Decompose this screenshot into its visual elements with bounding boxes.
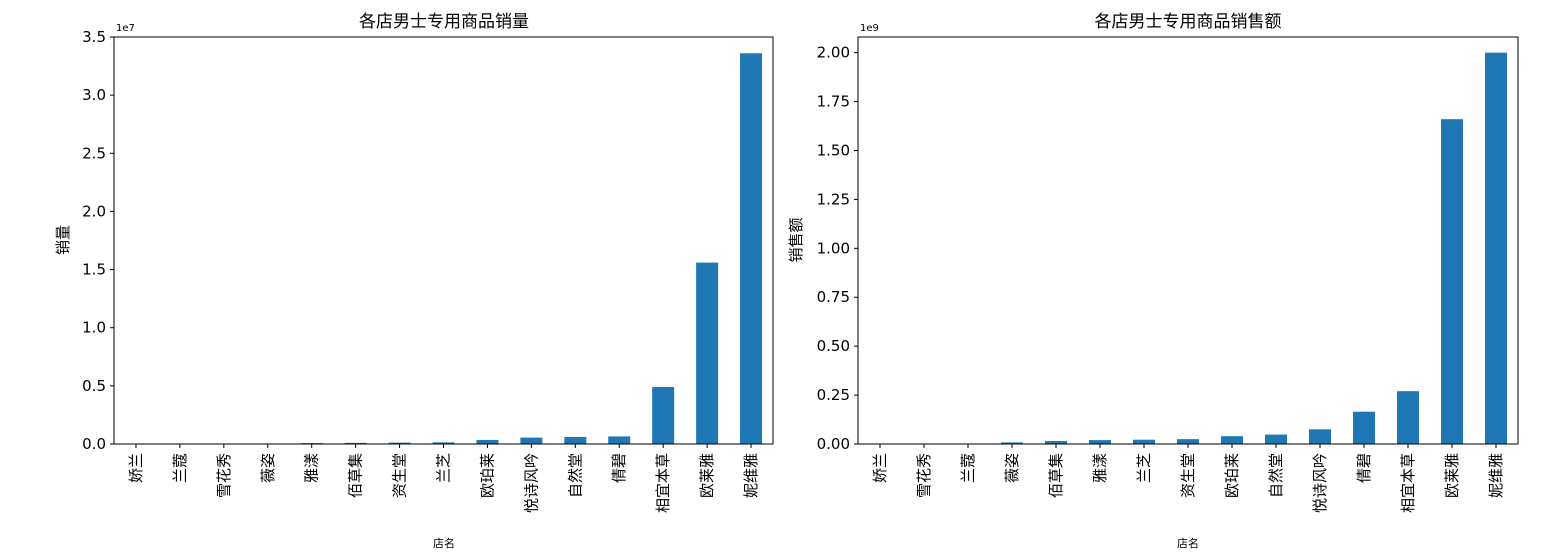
chart2-xlabel: 店名: [1177, 536, 1199, 550]
chart2-bar: [1001, 442, 1023, 444]
chart1-xtick-label: 自然堂: [566, 453, 584, 498]
chart1-ytick-label: 0.0: [82, 435, 106, 453]
chart1-xtick-label: 佰草集: [347, 453, 365, 498]
chart2-bar: [1485, 52, 1507, 445]
chart2-bar: [1221, 436, 1243, 444]
chart2-bar: [1177, 439, 1199, 444]
chart2-title: 各店男士专用商品销售额: [1095, 12, 1282, 32]
chart1-exponent-label: 1e7: [116, 23, 135, 34]
chart1-xtick-label: 雪花秀: [215, 453, 233, 498]
chart1-xlabel: 店名: [433, 536, 455, 550]
chart2-bar: [1089, 440, 1111, 444]
chart2-ytick-label: 1.25: [817, 190, 850, 208]
chart2-xtick-label: 自然堂: [1267, 453, 1285, 498]
chart2-xtick-label: 娇兰: [871, 453, 889, 483]
chart2-xtick-label: 倩碧: [1355, 453, 1373, 483]
chart2-ytick-label: 1.50: [817, 141, 850, 159]
chart2-xtick-label: 薇姿: [1003, 453, 1021, 483]
chart2-xtick-label: 雅漾: [1091, 453, 1109, 483]
chart1-ytick-label: 1.0: [82, 319, 106, 337]
chart2-ytick-label: 0.25: [817, 386, 850, 404]
chart2-xtick-label: 资生堂: [1179, 453, 1197, 498]
chart2-ytick-label: 0.00: [817, 435, 850, 453]
chart2-ytick-label: 0.75: [817, 288, 850, 306]
chart2-xtick-label: 相宜本草: [1399, 453, 1417, 513]
chart1-ytick-label: 1.5: [82, 261, 106, 279]
chart2-ytick-label: 1.00: [817, 239, 850, 257]
chart1-bar: [432, 442, 455, 444]
chart2-bar: [1045, 441, 1067, 444]
chart1-bar: [476, 439, 499, 444]
chart1-xtick-label: 薇姿: [259, 453, 277, 483]
chart1-bar: [696, 262, 719, 444]
chart1-ytick-label: 2.0: [82, 202, 106, 220]
chart1-bar: [740, 53, 763, 444]
chart1-xtick-label: 欧珀莱: [478, 453, 496, 498]
chart2-xtick-label: 妮维雅: [1487, 453, 1505, 498]
chart1-xtick-label: 兰蔻: [171, 453, 189, 483]
chart1-plot-frame: [113, 36, 774, 445]
chart2-bar: [1353, 411, 1375, 444]
chart2-bar: [1309, 429, 1331, 444]
chart1-bar: [520, 437, 543, 444]
chart2-plot-frame: [857, 36, 1519, 445]
chart1-ytick-label: 0.5: [82, 377, 106, 395]
chart1-xtick-label: 倩碧: [610, 453, 628, 483]
chart2-ytick-label: 0.50: [817, 337, 850, 355]
chart2-xtick-label: 悦诗风吟: [1311, 453, 1329, 513]
chart2-xtick-label: 欧珀莱: [1223, 453, 1241, 498]
chart1-xtick-label: 相宜本草: [654, 453, 672, 513]
chart2-bar: [1441, 119, 1463, 445]
chart2-xtick-label: 兰蔻: [959, 453, 977, 483]
chart2-bar: [1397, 391, 1419, 444]
chart1-ytick-label: 3.5: [82, 28, 106, 46]
chart1-ylabel: 销量: [54, 225, 72, 255]
chart2-ylabel: 销售额: [787, 217, 805, 262]
chart2-xtick-label: 兰芝: [1135, 453, 1153, 483]
chart2-xtick-label: 佰草集: [1047, 453, 1065, 498]
chart2-xtick-label: 欧莱雅: [1443, 453, 1461, 498]
chart1-xtick-label: 悦诗风吟: [522, 453, 540, 513]
chart2-bar: [1133, 439, 1155, 444]
chart1-xtick-label: 雅漾: [303, 453, 321, 483]
chart1-bar: [652, 387, 675, 444]
chart2-bar: [1265, 434, 1287, 444]
chart1-bar: [344, 442, 367, 444]
chart2-ytick-label: 1.75: [817, 93, 850, 111]
chart2-exponent-label: 1e9: [860, 23, 879, 34]
chart1-bar: [564, 437, 587, 444]
chart1-title: 各店男士专用商品销量: [359, 12, 529, 32]
chart1-xtick-label: 娇兰: [127, 453, 145, 483]
chart2-xtick-label: 雪花秀: [915, 453, 933, 498]
chart1-ytick-label: 3.0: [82, 86, 106, 104]
chart1-xtick-label: 妮维雅: [742, 453, 760, 498]
chart1-xtick-label: 欧莱雅: [698, 453, 716, 498]
chart1-bar: [608, 436, 631, 444]
chart1-bar: [388, 442, 411, 444]
chart1-ytick-label: 2.5: [82, 144, 106, 162]
chart2-ytick-label: 2.00: [817, 44, 850, 62]
chart1-xtick-label: 兰芝: [435, 453, 453, 483]
chart1-xtick-label: 资生堂: [391, 453, 409, 498]
